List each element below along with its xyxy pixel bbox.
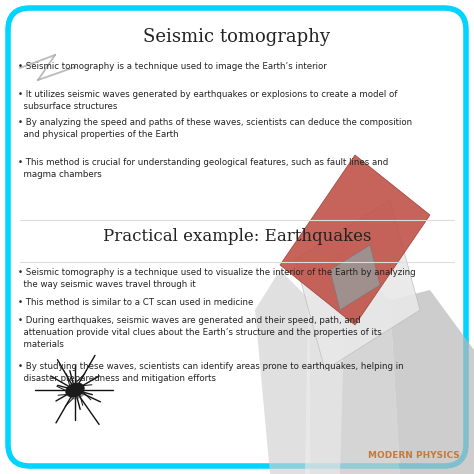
- Text: MODERN PHYSICS: MODERN PHYSICS: [368, 451, 460, 460]
- Text: • During earthquakes, seismic waves are generated and their speed, path, and
  a: • During earthquakes, seismic waves are …: [18, 316, 382, 348]
- Polygon shape: [295, 200, 420, 370]
- Text: • Seismic tomography is a technique used to image the Earth’s interior: • Seismic tomography is a technique used…: [18, 62, 327, 71]
- Polygon shape: [390, 290, 474, 474]
- Text: • By analyzing the speed and paths of these waves, scientists can deduce the com: • By analyzing the speed and paths of th…: [18, 118, 412, 139]
- Text: • Seismic tomography is a technique used to visualize the interior of the Earth : • Seismic tomography is a technique used…: [18, 268, 416, 289]
- Polygon shape: [305, 240, 345, 474]
- Text: Practical example: Earthquakes: Practical example: Earthquakes: [103, 228, 371, 245]
- Text: • This method is crucial for understanding geological features, such as fault li: • This method is crucial for understandi…: [18, 158, 388, 179]
- Text: • It utilizes seismic waves generated by earthquakes or explosions to create a m: • It utilizes seismic waves generated by…: [18, 90, 397, 111]
- Polygon shape: [310, 250, 400, 474]
- Polygon shape: [280, 155, 430, 325]
- FancyBboxPatch shape: [8, 8, 466, 466]
- Text: • By studying these waves, scientists can identify areas prone to earthquakes, h: • By studying these waves, scientists ca…: [18, 362, 404, 383]
- Ellipse shape: [65, 383, 85, 397]
- Polygon shape: [255, 270, 310, 474]
- Text: • This method is similar to a CT scan used in medicine: • This method is similar to a CT scan us…: [18, 298, 254, 307]
- Text: Seismic tomography: Seismic tomography: [144, 28, 330, 46]
- Ellipse shape: [69, 389, 85, 400]
- Polygon shape: [330, 245, 380, 310]
